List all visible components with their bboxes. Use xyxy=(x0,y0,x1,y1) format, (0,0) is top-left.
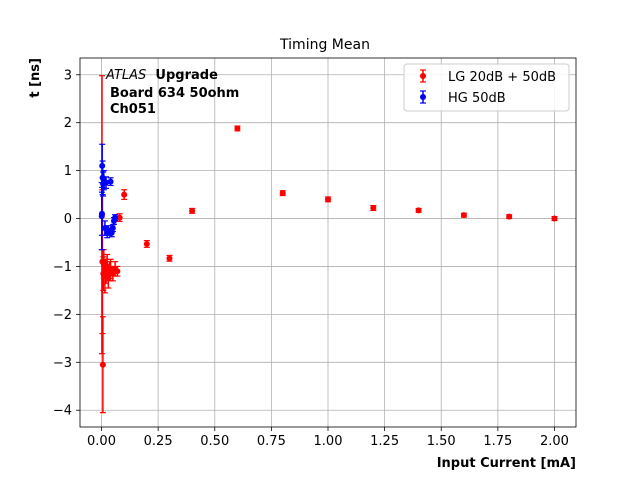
x-tick-label: 0.50 xyxy=(200,434,229,449)
y-axis-ticks: −4 −3 −2 −1 0 1 2 3 xyxy=(53,68,80,419)
x-tick-label: 1.75 xyxy=(483,434,512,449)
legend-marker-dot xyxy=(420,94,426,100)
x-tick-label: 1.50 xyxy=(427,434,456,449)
data-point xyxy=(189,207,196,214)
data-point xyxy=(460,212,467,219)
annotation-line3: Ch051 xyxy=(110,102,156,117)
data-point xyxy=(98,210,105,217)
legend-entries: LG 20dB + 50dB HG 50dB xyxy=(420,69,556,106)
y-tick-label: −4 xyxy=(53,404,72,419)
data-point xyxy=(116,214,123,221)
data-point xyxy=(112,214,119,221)
series-1 xyxy=(98,143,119,251)
data-point xyxy=(143,240,150,247)
x-tick-label: 2.00 xyxy=(540,434,569,449)
data-point xyxy=(99,361,106,368)
data-point xyxy=(107,178,114,185)
data-point xyxy=(325,196,331,203)
data-point xyxy=(114,268,121,275)
x-axis-ticks: 0.00 0.25 0.50 0.75 1.00 1.25 1.50 1.75 2.00 xyxy=(87,427,569,449)
data-point xyxy=(551,215,558,222)
annotation-experiment: ATLAS xyxy=(105,68,146,83)
y-tick-label: 3 xyxy=(64,68,72,83)
data-point xyxy=(121,191,128,198)
series-layer xyxy=(98,75,558,414)
x-tick-label: 1.25 xyxy=(370,434,399,449)
y-tick-label: 2 xyxy=(64,116,72,131)
data-point xyxy=(109,270,116,277)
legend-box xyxy=(403,63,570,112)
chart-title: Timing Mean xyxy=(279,37,370,53)
svg-text:ATLAS Upgrade: ATLAS Upgrade xyxy=(105,68,218,83)
y-tick-label: 0 xyxy=(64,212,72,227)
data-point xyxy=(103,179,110,186)
legend-label: HG 50dB xyxy=(448,91,506,106)
legend-label: LG 20dB + 50dB xyxy=(448,70,556,85)
annotation-status: Upgrade xyxy=(155,68,218,83)
data-point xyxy=(279,190,286,197)
experiment-annotation: ATLAS Upgrade Board 634 50ohm Ch051 xyxy=(105,68,239,117)
data-point xyxy=(107,265,114,272)
x-axis-label: Input Current [mA] xyxy=(437,456,576,471)
x-tick-label: 1.00 xyxy=(314,434,343,449)
annotation-line2: Board 634 50ohm xyxy=(110,86,239,101)
x-tick-label: 0.25 xyxy=(144,434,173,449)
grid xyxy=(80,58,576,427)
y-tick-label: 1 xyxy=(64,164,72,179)
y-tick-label: −2 xyxy=(53,308,72,323)
y-axis-label: t [ns] xyxy=(28,58,43,98)
data-point xyxy=(109,225,116,232)
y-tick-label: −1 xyxy=(53,260,72,275)
legend-marker-dot xyxy=(420,73,426,79)
x-tick-label: 0.75 xyxy=(257,434,286,449)
data-point xyxy=(234,125,241,132)
data-point xyxy=(166,255,173,262)
data-point xyxy=(506,213,513,220)
legend: LG 20dB + 50dB HG 50dB xyxy=(403,63,570,112)
y-tick-label: −3 xyxy=(53,356,72,371)
x-tick-label: 0.00 xyxy=(87,434,116,449)
data-point xyxy=(370,204,377,211)
data-point xyxy=(415,207,422,214)
plot-frame xyxy=(79,57,577,428)
